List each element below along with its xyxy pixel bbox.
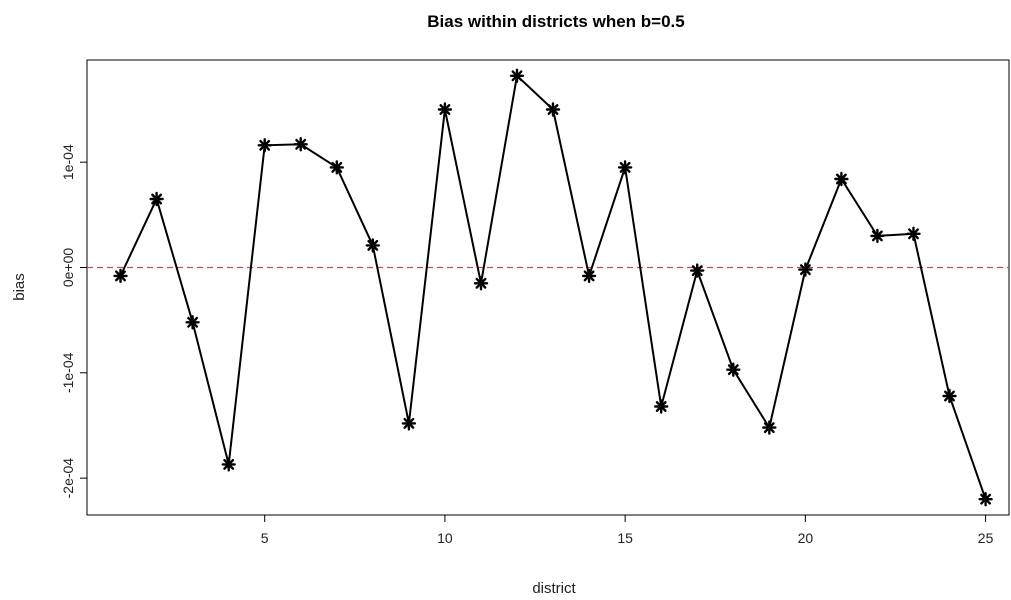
- data-point: [257, 138, 272, 153]
- series-points: [113, 68, 993, 507]
- data-point: [978, 492, 993, 507]
- data-point: [942, 388, 957, 404]
- data-point: [221, 457, 236, 472]
- y-tick-label: -1e-04: [60, 352, 76, 393]
- data-point: [762, 420, 777, 435]
- y-tick-label: 1e-04: [60, 144, 76, 180]
- x-tick-label: 20: [798, 530, 814, 546]
- y-axis: -2e-04 -1e-04 0e+00 1e-04: [60, 144, 87, 498]
- chart-title: Bias within districts when b=0.5: [427, 12, 684, 31]
- x-tick-label: 15: [617, 530, 633, 546]
- data-point: [654, 399, 669, 414]
- x-tick-label: 5: [261, 530, 269, 546]
- y-tick-label: -2e-04: [60, 458, 76, 499]
- y-axis-label: bias: [11, 273, 28, 301]
- data-point: [401, 416, 417, 431]
- data-point: [509, 68, 525, 84]
- data-point: [113, 268, 128, 284]
- x-tick-label: 10: [437, 530, 453, 546]
- x-tick-label: 25: [978, 530, 994, 546]
- data-point: [726, 362, 741, 377]
- data-point: [437, 102, 453, 117]
- y-tick-label: 0e+00: [60, 248, 76, 288]
- data-point: [149, 191, 164, 207]
- data-point: [185, 315, 200, 330]
- data-point: [473, 276, 489, 291]
- data-point: [798, 262, 813, 277]
- data-point: [545, 102, 561, 117]
- data-point: [365, 238, 380, 253]
- data-point: [690, 263, 705, 278]
- plot-frame: [86, 59, 1010, 516]
- series-line: [119, 73, 987, 500]
- data-point: [329, 160, 344, 175]
- data-point: [834, 171, 849, 187]
- data-point: [617, 160, 633, 175]
- data-point: [906, 226, 921, 242]
- x-axis-label: district: [532, 580, 576, 597]
- x-axis: 5 10 15 20 25: [261, 515, 994, 546]
- data-point: [293, 137, 308, 152]
- data-point: [870, 228, 885, 244]
- data-point: [581, 268, 597, 284]
